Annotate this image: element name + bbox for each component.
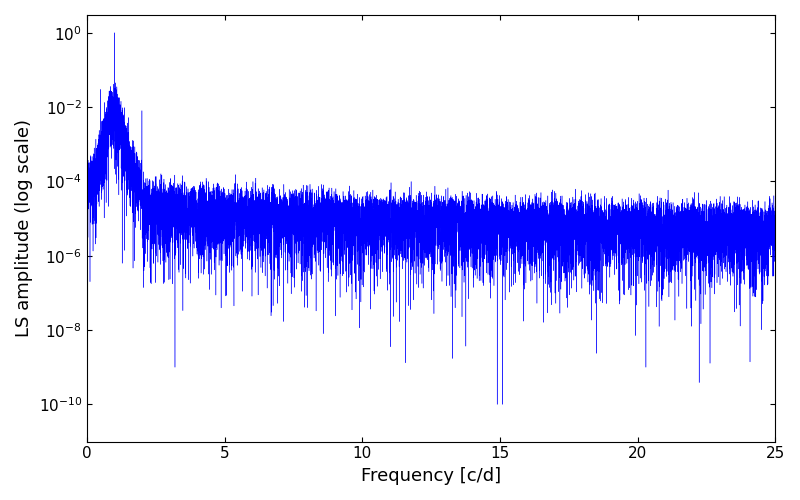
X-axis label: Frequency [c/d]: Frequency [c/d] [361,467,501,485]
Y-axis label: LS amplitude (log scale): LS amplitude (log scale) [15,120,33,338]
